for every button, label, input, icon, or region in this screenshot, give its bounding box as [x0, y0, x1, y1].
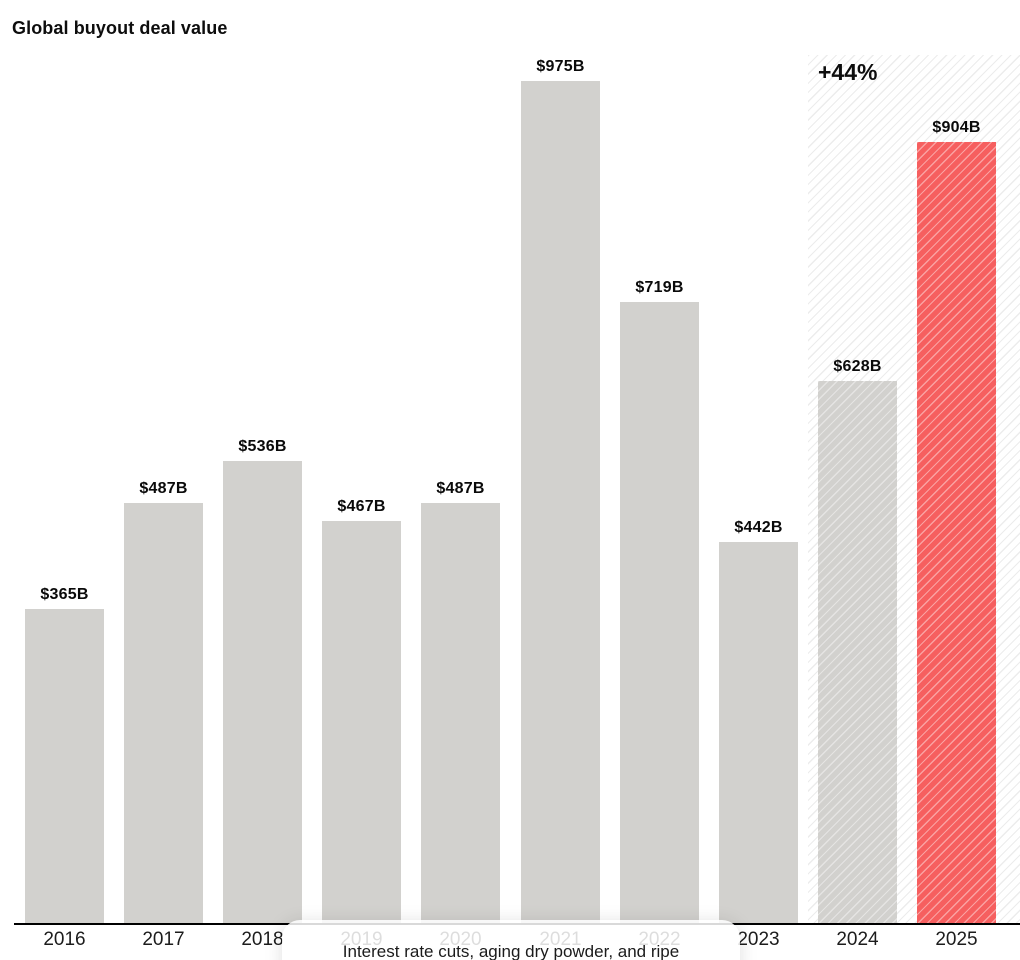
x-tick-2025: 2025: [935, 929, 978, 950]
value-label-2024: $628B: [833, 358, 882, 375]
value-label-2022: $719B: [635, 279, 684, 296]
bar-2024[interactable]: [818, 381, 897, 925]
x-tick-2018: 2018: [241, 929, 284, 950]
bar-2019[interactable]: [322, 521, 401, 925]
value-label-2023: $442B: [734, 519, 783, 536]
bar-2023[interactable]: [719, 542, 798, 925]
chart-title: Global buyout deal value: [12, 18, 228, 38]
bar-2022[interactable]: [620, 302, 699, 925]
bar-2018[interactable]: [223, 461, 302, 925]
value-label-2021: $975B: [536, 58, 585, 75]
value-label-2025: $904B: [932, 119, 981, 136]
x-tick-2016: 2016: [43, 929, 86, 950]
x-tick-2017: 2017: [142, 929, 185, 950]
x-tick-2024: 2024: [836, 929, 879, 950]
bar-2020[interactable]: [421, 503, 500, 925]
value-label-2017: $487B: [139, 480, 188, 497]
bar-2025[interactable]: [917, 142, 996, 925]
value-label-2016: $365B: [40, 586, 89, 603]
x-tick-2023: 2023: [737, 929, 780, 950]
tooltip-text: Interest rate cuts, aging dry powder, an…: [342, 942, 680, 960]
value-label-2018: $536B: [238, 438, 287, 455]
bar-2016[interactable]: [25, 609, 104, 925]
bar-2017[interactable]: [124, 503, 203, 925]
growth-annotation: +44%: [818, 59, 878, 85]
value-label-2019: $467B: [337, 498, 386, 515]
hover-tooltip: Interest rate cuts, aging dry powder, an…: [282, 920, 740, 960]
bar-2021[interactable]: [521, 81, 600, 925]
value-label-2020: $487B: [436, 480, 485, 497]
